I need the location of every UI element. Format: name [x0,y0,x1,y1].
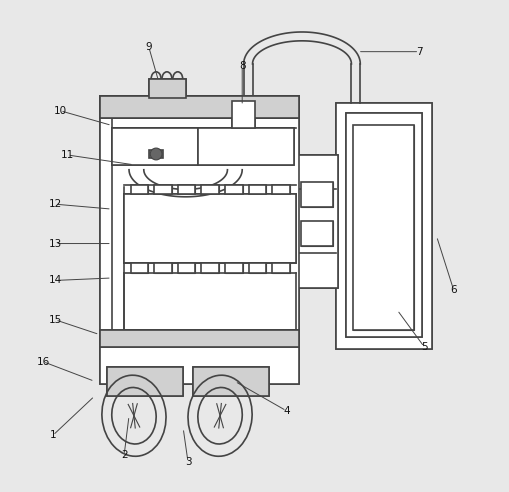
Bar [130,184,148,194]
Bar [107,367,183,396]
Bar [198,128,294,165]
Bar [301,182,333,207]
Text: 4: 4 [283,406,290,416]
Bar [335,103,432,349]
Bar [112,128,198,165]
Text: 10: 10 [53,106,67,116]
Bar [346,113,422,337]
Bar [100,96,299,118]
Bar [112,128,198,165]
Bar [202,184,219,194]
Text: 6: 6 [450,285,457,295]
Bar [272,263,290,273]
Bar [100,347,299,384]
Bar [296,155,338,288]
Bar [178,263,195,273]
Bar [130,184,148,194]
Text: 5: 5 [421,342,428,352]
Text: 13: 13 [49,239,62,248]
Text: 7: 7 [416,47,422,57]
Bar [248,184,266,194]
Bar [272,184,290,194]
Bar [272,184,290,194]
Bar [124,194,296,263]
Bar [149,150,163,158]
Bar [154,184,172,194]
Bar [100,347,299,384]
Text: 12: 12 [49,199,62,209]
Bar [353,125,414,330]
Bar [107,367,183,396]
Bar [193,367,269,396]
Bar [233,101,254,128]
Bar [248,184,266,194]
Bar [100,330,299,347]
Text: 8: 8 [239,62,245,71]
Bar [225,263,243,273]
Bar [301,221,333,246]
Bar [193,367,269,396]
Bar [130,263,148,273]
Circle shape [150,148,162,160]
Bar [225,184,243,194]
Bar [178,184,195,194]
Bar [296,155,338,288]
Bar [248,263,266,273]
Text: 14: 14 [49,276,62,285]
Bar [353,125,414,330]
Bar [301,221,333,246]
Bar [154,263,172,273]
Text: 1: 1 [49,430,56,440]
Text: 3: 3 [185,458,191,467]
Text: 2: 2 [121,450,127,460]
Bar [225,263,243,273]
Bar [130,263,148,273]
Bar [154,263,172,273]
Bar [202,263,219,273]
Bar [149,150,163,158]
Bar [272,263,290,273]
Bar [233,101,254,128]
Bar [178,184,195,194]
Bar [149,79,186,98]
Bar [178,263,195,273]
Bar [225,184,243,194]
Text: 16: 16 [36,357,49,367]
Bar [100,96,299,359]
Bar [198,128,294,165]
Bar [149,79,186,98]
Text: 15: 15 [49,315,62,325]
Bar [248,263,266,273]
Bar [346,113,422,337]
Bar [335,103,432,349]
Bar [202,263,219,273]
Text: 11: 11 [61,150,74,160]
Bar [202,184,219,194]
Bar [100,330,299,347]
Bar [100,96,299,118]
Bar [100,96,299,359]
Bar [301,182,333,207]
Bar [154,184,172,194]
Text: 9: 9 [146,42,152,52]
